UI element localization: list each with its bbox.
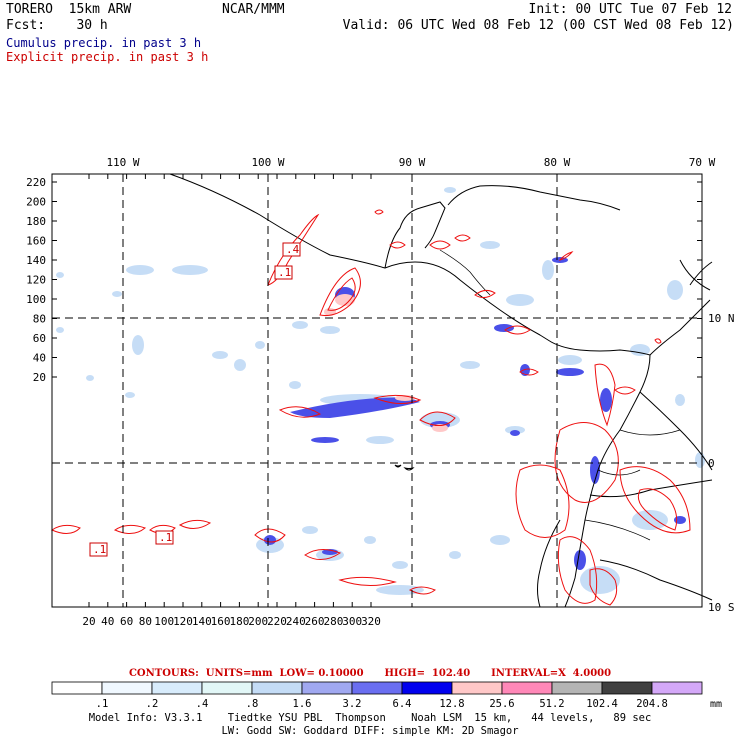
left-tick-label: 160: [26, 235, 46, 248]
bottom-tick-label: 240: [286, 615, 306, 628]
top-lon-label: 90 W: [399, 156, 426, 169]
lat-lon-grid: [52, 174, 702, 607]
colorbar-unit: mm: [710, 699, 722, 710]
cumulus-precip-heavy: [264, 257, 686, 570]
left-tick-label: 200: [26, 196, 46, 209]
colorbar-swatch: [251, 681, 303, 695]
colorbar-swatch: [201, 681, 253, 695]
colorbar-swatch: [451, 681, 503, 695]
bottom-tick-label: 140: [192, 615, 212, 628]
right-lat-label: 10 S: [708, 601, 735, 614]
init-time: Init: 00 UTC Tue 07 Feb 12: [528, 2, 733, 17]
bottom-tick-label: 200: [248, 615, 268, 628]
model-info-line2: LW: Godd SW: Goddard DIFF: simple KM: 2D…: [221, 725, 519, 737]
coastline: [169, 173, 713, 608]
left-tick-label: 120: [26, 274, 46, 287]
bottom-tick-label: 260: [305, 615, 325, 628]
top-lon-label: 80 W: [544, 156, 571, 169]
bottom-tick-label: 160: [211, 615, 231, 628]
bottom-tick-label: 40: [101, 615, 114, 628]
country-borders: [439, 249, 681, 541]
colorbar-swatch: [151, 681, 203, 695]
colorbar-swatch: [601, 681, 653, 695]
box-label-4: .1: [159, 531, 172, 544]
map-frame: [51, 173, 703, 608]
left-tick-label: 20: [33, 371, 46, 384]
colorbar-swatch: [551, 681, 603, 695]
bottom-tick-label: 280: [323, 615, 343, 628]
explicit-legend-line: Explicit precip. in past 3 h: [6, 50, 209, 64]
top-lon-label: 110 W: [106, 156, 139, 169]
bottom-tick-label: 20: [82, 615, 95, 628]
colorbar-label: 51.2: [539, 698, 564, 710]
contour-box-labels: .4 .1 .1 .1: [89, 242, 301, 557]
left-tick-label: 40: [33, 352, 46, 365]
colorbar-swatch: [501, 681, 553, 695]
colorbar-label: 6.4: [393, 698, 412, 710]
top-lon-label: 100 W: [251, 156, 284, 169]
bottom-tick-label: 80: [139, 615, 152, 628]
valid-time: Valid: 06 UTC Wed 08 Feb 12 (00 CST Wed …: [342, 18, 734, 33]
left-tick-label: 80: [33, 313, 46, 326]
colorbar-label: 12.8: [439, 698, 464, 710]
colorbar-swatch: [651, 681, 703, 695]
left-tick-label: 60: [33, 332, 46, 345]
left-tick-label: 140: [26, 254, 46, 267]
colorbar-label: 204.8: [636, 698, 668, 710]
colorbar-label: 102.4: [586, 698, 618, 710]
colorbar: .1 .2 .4 .8 1.6 3.2 6.4 12.8 25.6 51.2 102.4 204.8 m…: [51, 681, 722, 710]
box-label-1: .4: [286, 243, 300, 256]
model-info-line1: Model Info: V3.3.1 Tiedtke YSU PBL Thomp…: [88, 712, 652, 724]
bottom-tick-label: 300: [342, 615, 362, 628]
model-name: TORERO 15km ARW: [6, 2, 132, 17]
left-tick-label: 100: [26, 293, 46, 306]
colorbar-label: .2: [146, 698, 159, 710]
colorbar-swatch: [301, 681, 353, 695]
colorbar-label: 25.6: [489, 698, 514, 710]
contour-info: CONTOURS: UNITS=mm LOW= 0.10000 HIGH= 10…: [128, 668, 612, 679]
colorbar-label: .8: [246, 698, 259, 710]
right-lat-label: 10 N: [708, 312, 735, 325]
bottom-tick-label: 320: [361, 615, 381, 628]
top-lon-label: 70 W: [689, 156, 716, 169]
colorbar-swatch: [101, 681, 153, 695]
colorbar-swatch: [351, 681, 403, 695]
right-lat-label: 0: [708, 457, 715, 470]
box-label-3: .1: [93, 543, 106, 556]
box-label-2: .1: [278, 266, 291, 279]
bottom-tick-label: 180: [229, 615, 249, 628]
colorbar-swatch: [401, 681, 453, 695]
center-name: NCAR/MMM: [222, 2, 285, 17]
bottom-tick-label: 120: [173, 615, 193, 628]
cumulus-legend-line: Cumulus precip. in past 3 h: [6, 36, 202, 50]
left-tick-label: 180: [26, 215, 46, 228]
bottom-tick-label: 100: [154, 615, 174, 628]
colorbar-label: .1: [96, 698, 109, 710]
bottom-tick-label: 60: [120, 615, 133, 628]
colorbar-label: 3.2: [343, 698, 362, 710]
colorbar-label: .4: [196, 698, 209, 710]
bottom-tick-label: 220: [267, 615, 287, 628]
forecast-hour: Fcst: 30 h: [6, 18, 108, 33]
colorbar-label: 1.6: [293, 698, 312, 710]
colorbar-swatch: [51, 681, 103, 695]
left-tick-label: 220: [26, 176, 46, 189]
